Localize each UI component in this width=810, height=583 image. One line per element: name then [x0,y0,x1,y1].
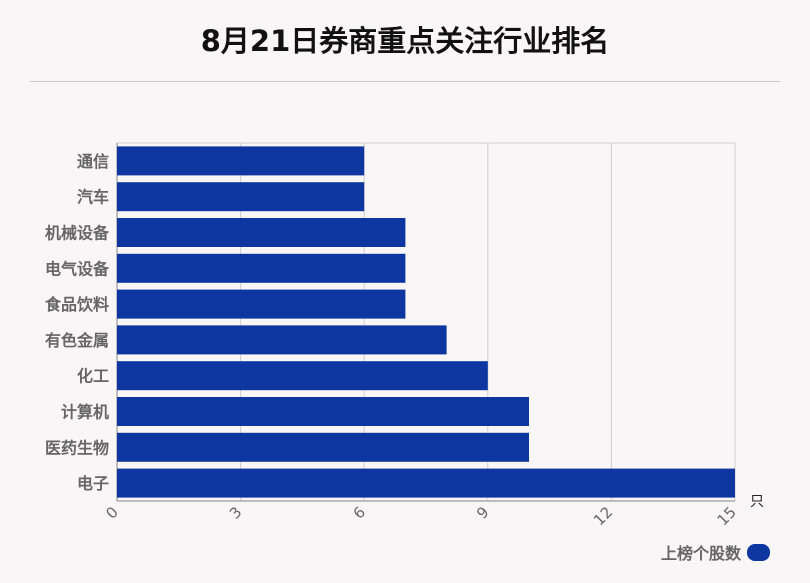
bar[interactable] [117,432,529,462]
x-tick-label: 3 [226,503,245,522]
bar[interactable] [117,289,406,319]
category-label: 汽车 [77,188,109,207]
chart-title: 8月21日券商重点关注行业排名 [200,24,610,58]
title-divider [30,81,780,82]
category-label: 医药生物 [45,438,109,457]
category-label: 食品饮料 [44,295,109,314]
bar[interactable] [117,146,365,176]
bar[interactable] [117,361,488,391]
category-label: 化工 [77,367,109,386]
bar[interactable] [117,468,735,498]
x-tick-label: 15 [714,503,740,529]
x-tick-label: 0 [102,503,121,522]
category-label: 机械设备 [45,224,110,243]
category-label: 电子 [77,474,109,493]
category-label: 通信 [77,152,109,171]
bar[interactable] [117,325,447,355]
legend-label: 上榜个股数 [660,544,741,563]
x-tick-label: 9 [473,503,492,522]
x-tick-label: 12 [590,503,616,529]
category-label: 电气设备 [45,259,110,278]
bar[interactable] [117,397,529,426]
bar[interactable] [117,253,406,283]
bar[interactable] [117,218,406,247]
legend-swatch [747,543,770,561]
x-tick-label: 6 [350,503,369,522]
category-label: 有色金属 [45,331,109,350]
x-unit-label: 只 [750,494,764,510]
chart-legend[interactable]: 上榜个股数 [661,540,770,564]
category-label: 计算机 [61,403,109,422]
bar[interactable] [117,182,365,212]
